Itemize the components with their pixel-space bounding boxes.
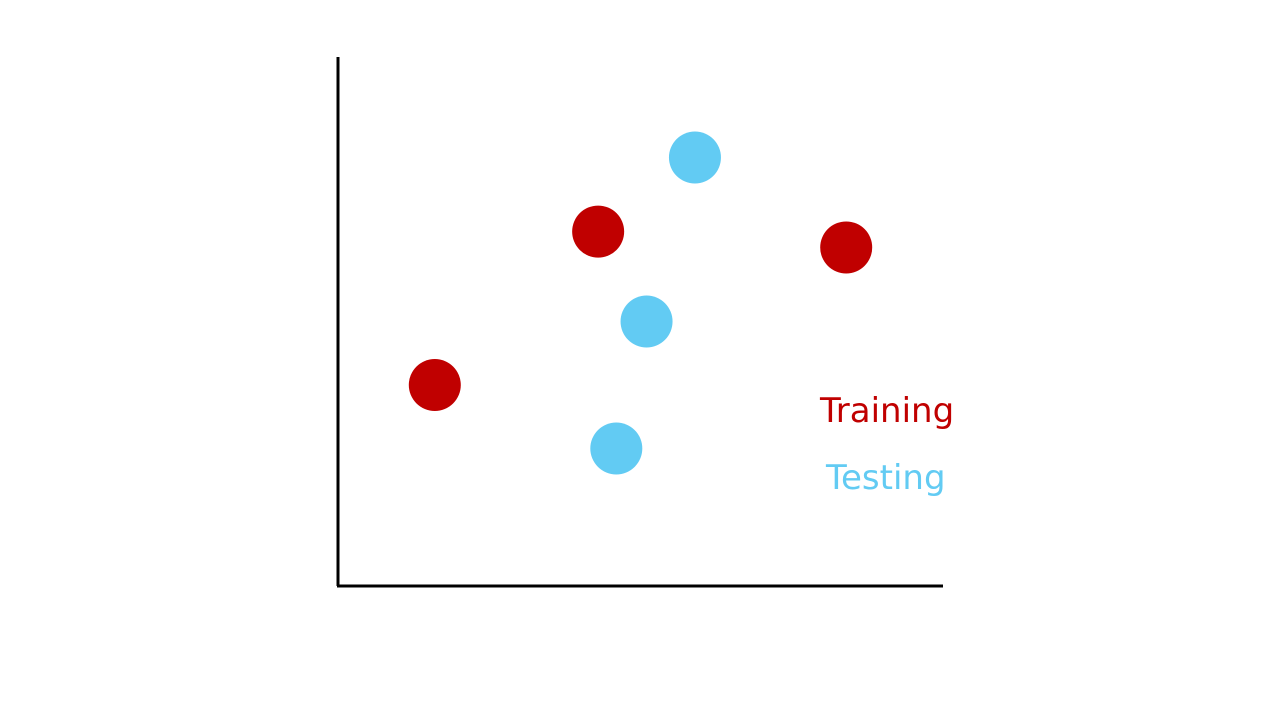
training-point-1 — [408, 358, 461, 411]
testing-point-2 — [620, 295, 673, 348]
training-point-3 — [820, 221, 873, 274]
testing-point-1 — [668, 131, 721, 184]
training-point-2 — [572, 205, 625, 258]
legend-training-label: Training — [820, 391, 955, 431]
data-points — [408, 131, 873, 475]
testing-point-3 — [590, 422, 643, 475]
legend-testing-label: Testing — [826, 458, 946, 498]
